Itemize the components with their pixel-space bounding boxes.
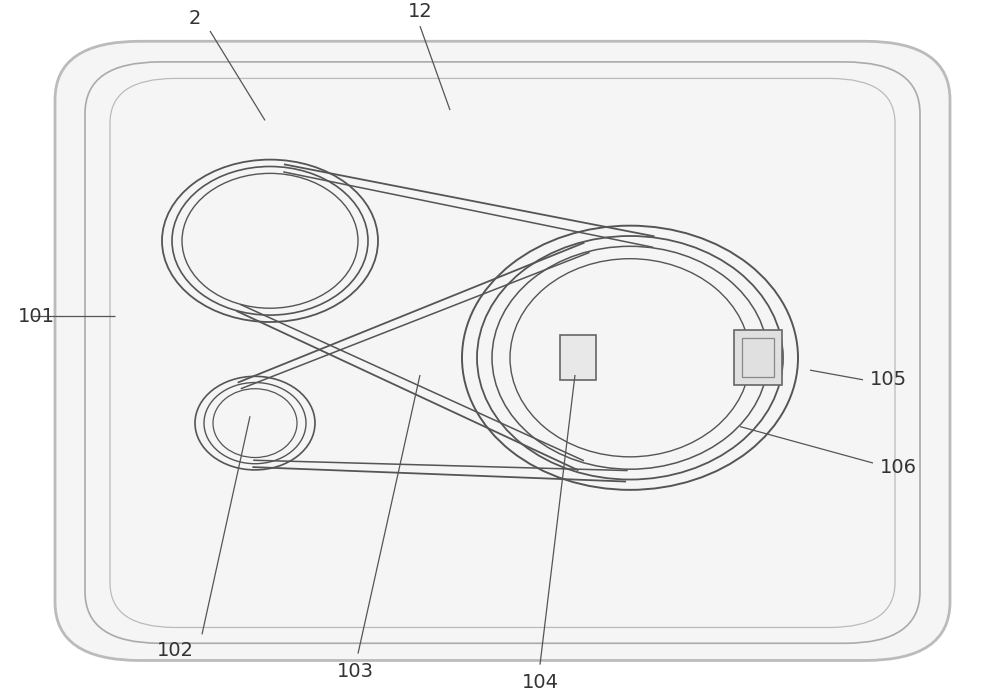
Text: 106: 106 bbox=[880, 458, 917, 477]
FancyBboxPatch shape bbox=[734, 330, 782, 385]
Text: 2: 2 bbox=[189, 8, 201, 28]
Text: 105: 105 bbox=[870, 370, 907, 389]
Text: 102: 102 bbox=[156, 641, 194, 660]
Text: 104: 104 bbox=[522, 673, 558, 688]
Text: 103: 103 bbox=[336, 662, 374, 681]
FancyBboxPatch shape bbox=[560, 336, 596, 380]
FancyBboxPatch shape bbox=[55, 41, 950, 660]
Text: 101: 101 bbox=[18, 307, 55, 326]
Text: 12: 12 bbox=[408, 1, 432, 21]
